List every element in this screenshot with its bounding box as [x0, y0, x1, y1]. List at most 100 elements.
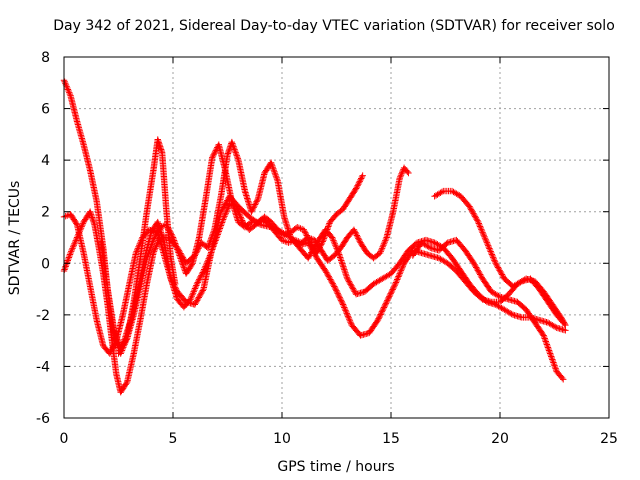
series-trace-5	[115, 164, 412, 357]
data-point	[340, 302, 347, 310]
data-point	[344, 313, 352, 320]
data-point	[383, 298, 390, 306]
data-point	[397, 173, 404, 180]
data-point	[65, 254, 73, 261]
data-point	[194, 295, 202, 303]
data-point	[193, 280, 201, 288]
data-point	[191, 285, 199, 292]
data-point	[195, 294, 202, 301]
data-point	[202, 261, 210, 269]
data-point	[322, 230, 329, 238]
data-point	[560, 319, 567, 326]
data-point	[175, 250, 183, 258]
data-point	[210, 243, 217, 250]
data-point	[483, 239, 491, 246]
data-point	[394, 276, 401, 283]
data-point	[551, 362, 558, 369]
data-point	[196, 292, 203, 300]
data-point	[352, 186, 359, 193]
data-point	[134, 246, 141, 254]
data-point	[170, 237, 178, 244]
data-point	[270, 167, 278, 174]
data-point	[476, 223, 484, 230]
data-point	[191, 301, 198, 308]
data-point	[327, 277, 335, 285]
data-point	[304, 254, 312, 262]
data-point	[476, 271, 484, 278]
data-point	[328, 279, 336, 286]
data-point	[470, 260, 478, 267]
data-point	[153, 229, 161, 237]
data-point	[378, 308, 386, 315]
data-point	[386, 291, 394, 299]
data-point	[168, 231, 175, 238]
data-point	[467, 206, 475, 213]
data-point	[381, 238, 388, 246]
data-point	[478, 226, 485, 233]
x-tick-label: 20	[491, 431, 509, 447]
y-tick-label: -4	[36, 359, 50, 375]
data-point	[558, 374, 566, 382]
data-point	[405, 169, 412, 177]
data-point	[67, 248, 75, 255]
data-point	[112, 331, 119, 339]
data-point	[250, 204, 257, 211]
data-point	[338, 258, 345, 266]
data-point	[494, 262, 501, 270]
data-point	[384, 295, 392, 303]
data-point	[150, 249, 157, 257]
data-point	[119, 341, 126, 348]
data-point	[79, 220, 87, 227]
data-point	[233, 150, 240, 158]
data-point	[541, 335, 548, 342]
data-point	[345, 278, 353, 285]
data-point	[339, 299, 346, 307]
data-point	[543, 341, 551, 348]
data-point	[175, 249, 182, 256]
data-point	[115, 350, 122, 357]
data-point	[199, 269, 206, 276]
data-point	[196, 274, 204, 282]
data-point	[350, 286, 357, 294]
data-point	[335, 291, 342, 299]
data-point	[194, 279, 201, 286]
data-point	[199, 287, 206, 294]
data-point	[121, 336, 128, 343]
data-point	[481, 235, 489, 242]
data-point	[192, 299, 199, 307]
data-point	[392, 279, 400, 286]
data-point	[152, 243, 160, 250]
data-point	[358, 175, 365, 182]
data-point	[338, 257, 345, 264]
data-point	[136, 242, 143, 249]
data-point	[248, 208, 255, 215]
data-point	[540, 332, 547, 339]
data-point	[132, 249, 140, 257]
data-point	[346, 317, 354, 324]
data-point	[193, 282, 200, 289]
data-point	[271, 168, 278, 175]
data-point	[323, 269, 330, 276]
data-point	[483, 237, 490, 245]
data-point	[347, 281, 354, 288]
data-point	[345, 314, 352, 322]
data-point	[69, 245, 76, 252]
data-point	[380, 304, 388, 311]
data-point	[470, 210, 477, 217]
data-point	[181, 265, 188, 273]
data-point	[64, 86, 72, 93]
data-point	[331, 283, 338, 290]
y-tick-label: 8	[41, 50, 50, 66]
data-point	[499, 272, 506, 280]
data-point	[328, 234, 336, 241]
data-point	[190, 288, 197, 295]
data-point	[341, 266, 348, 273]
data-point	[380, 240, 388, 247]
data-point	[273, 174, 280, 181]
data-point	[342, 308, 350, 316]
data-point	[252, 199, 260, 207]
data-point	[341, 267, 349, 275]
data-point	[307, 250, 314, 258]
data-point	[165, 225, 172, 233]
data-point	[192, 283, 199, 291]
